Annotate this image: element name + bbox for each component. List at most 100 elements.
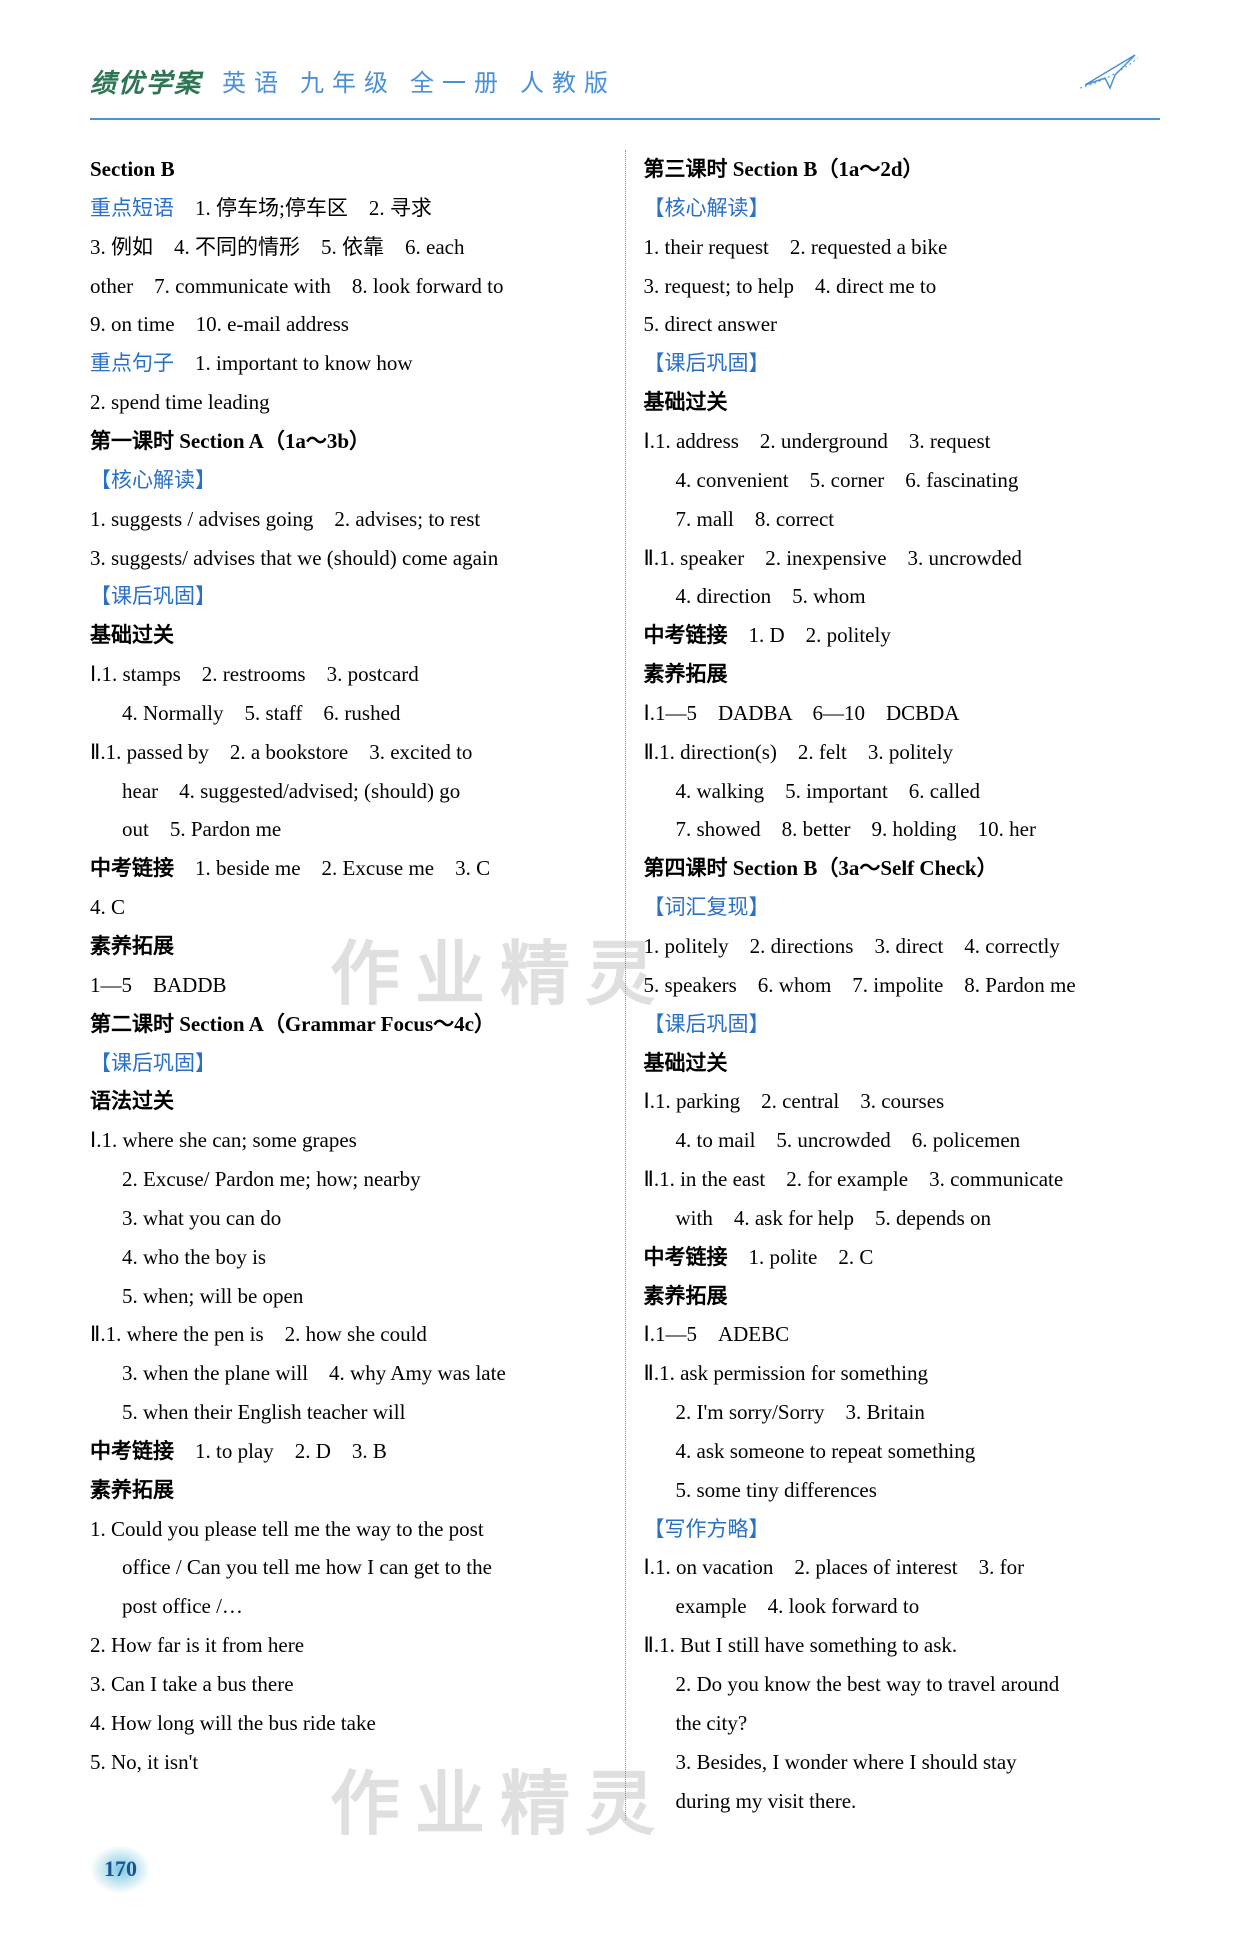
content-text: 1. important to know how: [174, 351, 413, 375]
text-line: 中考链接 1. beside me 2. Excuse me 3. C: [90, 849, 607, 888]
text-line: Ⅱ.1. in the east 2. for example 3. commu…: [644, 1160, 1161, 1199]
text-line: 2. How far is it from here: [90, 1626, 607, 1665]
text-line: Ⅰ.1—5 ADEBC: [644, 1315, 1161, 1354]
text-line: 4. How long will the bus ride take: [90, 1704, 607, 1743]
text-line: the city?: [644, 1704, 1161, 1743]
section-b-heading: Section B: [90, 157, 175, 181]
lesson-2-title: 第二课时 Section A（Grammar Focus～4c）: [90, 1005, 607, 1044]
text-line: 重点句子 1. important to know how: [90, 344, 607, 383]
text-line: 中考链接 1. to play 2. D 3. B: [90, 1432, 607, 1471]
text-line: 7. mall 8. correct: [644, 500, 1161, 539]
basics-heading: 基础过关: [644, 1044, 1161, 1083]
paper-plane-icon: [1080, 50, 1140, 103]
text-line: out 5. Pardon me: [90, 810, 607, 849]
text-line: 5. when; will be open: [90, 1277, 607, 1316]
text-line: 4. to mail 5. uncrowded 6. policemen: [644, 1121, 1161, 1160]
literacy-ext-heading: 素养拓展: [90, 927, 607, 966]
after-class-heading: 【课后巩固】: [644, 1005, 1161, 1044]
exam-link-label: 中考链接: [90, 1439, 174, 1463]
text-line: 4. ask someone to repeat something: [644, 1432, 1161, 1471]
text-line: Ⅰ.1. stamps 2. restrooms 3. postcard: [90, 655, 607, 694]
text-line: 2. Excuse/ Pardon me; how; nearby: [90, 1160, 607, 1199]
text-line: 7. showed 8. better 9. holding 10. her: [644, 810, 1161, 849]
text-line: 3. what you can do: [90, 1199, 607, 1238]
basics-heading: 基础过关: [644, 383, 1161, 422]
text-line: 中考链接 1. D 2. politely: [644, 616, 1161, 655]
core-reading-heading: 【核心解读】: [644, 189, 1161, 228]
text-line: 1. politely 2. directions 3. direct 4. c…: [644, 927, 1161, 966]
text-line: Ⅱ.1. passed by 2. a bookstore 3. excited…: [90, 733, 607, 772]
literacy-ext-heading: 素养拓展: [644, 655, 1161, 694]
grammar-heading: 语法过关: [90, 1082, 607, 1121]
text-line: 1. their request 2. requested a bike: [644, 228, 1161, 267]
exam-link-label: 中考链接: [644, 623, 728, 647]
content-columns: Section B 重点短语 1. 停车场;停车区 2. 寻求 3. 例如 4.…: [90, 150, 1160, 1820]
after-class-heading: 【课后巩固】: [90, 577, 607, 616]
text-line: 3. Can I take a bus there: [90, 1665, 607, 1704]
literacy-ext-heading: 素养拓展: [644, 1277, 1161, 1316]
lesson-3-title: 第三课时 Section B（1a～2d）: [644, 150, 1161, 189]
header-logo: 绩优学案: [90, 60, 202, 108]
text-line: Ⅱ.1. speaker 2. inexpensive 3. uncrowded: [644, 539, 1161, 578]
text-line: 5. some tiny differences: [644, 1471, 1161, 1510]
text-line: Ⅱ.1. ask permission for something: [644, 1354, 1161, 1393]
page-number: 170: [90, 1845, 151, 1894]
text-line: office / Can you tell me how I can get t…: [90, 1548, 607, 1587]
content-text: 1. polite 2. C: [728, 1245, 874, 1269]
text-line: 4. direction 5. whom: [644, 577, 1161, 616]
right-column: 第三课时 Section B（1a～2d） 【核心解读】 1. their re…: [626, 150, 1161, 1820]
text-line: 4. who the boy is: [90, 1238, 607, 1277]
text-line: Ⅱ.1. But I still have something to ask.: [644, 1626, 1161, 1665]
text-line: 4. C: [90, 888, 607, 927]
after-class-heading: 【课后巩固】: [90, 1044, 607, 1083]
text-line: 4. walking 5. important 6. called: [644, 772, 1161, 811]
lesson-1-title: 第一课时 Section A（1a～3b）: [90, 422, 607, 461]
text-line: 3. Besides, I wonder where I should stay: [644, 1743, 1161, 1782]
text-line: Ⅱ.1. where the pen is 2. how she could: [90, 1315, 607, 1354]
text-line: 1. suggests / advises going 2. advises; …: [90, 500, 607, 539]
text-line: Ⅱ.1. direction(s) 2. felt 3. politely: [644, 733, 1161, 772]
page-container: 绩优学案 英语 九年级 全一册 人教版 作业精灵 作业精灵 Section B …: [90, 60, 1160, 1894]
text-line: 2. I'm sorry/Sorry 3. Britain: [644, 1393, 1161, 1432]
text-line: 3. request; to help 4. direct me to: [644, 267, 1161, 306]
text-line: 4. convenient 5. corner 6. fascinating: [644, 461, 1161, 500]
page-header: 绩优学案 英语 九年级 全一册 人教版: [90, 60, 1160, 120]
text-line: post office /…: [90, 1587, 607, 1626]
exam-link-label: 中考链接: [90, 856, 174, 880]
left-column: Section B 重点短语 1. 停车场;停车区 2. 寻求 3. 例如 4.…: [90, 150, 626, 1820]
text-line: 1. Could you please tell me the way to t…: [90, 1510, 607, 1549]
text-line: hear 4. suggested/advised; (should) go: [90, 772, 607, 811]
key-sentences-label: 重点句子: [90, 351, 174, 375]
text-line: Ⅰ.1—5 DADBA 6—10 DCBDA: [644, 694, 1161, 733]
key-phrases-label: 重点短语: [90, 196, 174, 220]
text-line: 重点短语 1. 停车场;停车区 2. 寻求: [90, 189, 607, 228]
text-line: 3. when the plane will 4. why Amy was la…: [90, 1354, 607, 1393]
text-line: Ⅰ.1. parking 2. central 3. courses: [644, 1082, 1161, 1121]
text-line: 5. No, it isn't: [90, 1743, 607, 1782]
text-line: 3. suggests/ advises that we (should) co…: [90, 539, 607, 578]
text-line: Section B: [90, 150, 607, 189]
text-line: 5. when their English teacher will: [90, 1393, 607, 1432]
core-reading-heading: 【核心解读】: [90, 461, 607, 500]
text-line: 1—5 BADDB: [90, 966, 607, 1005]
text-line: 4. Normally 5. staff 6. rushed: [90, 694, 607, 733]
content-text: 1. 停车场;停车区 2. 寻求: [174, 196, 432, 220]
text-line: 3. 例如 4. 不同的情形 5. 依靠 6. each: [90, 228, 607, 267]
exam-link-label: 中考链接: [644, 1245, 728, 1269]
text-line: Ⅰ.1. address 2. underground 3. request: [644, 422, 1161, 461]
after-class-heading: 【课后巩固】: [644, 344, 1161, 383]
text-line: example 4. look forward to: [644, 1587, 1161, 1626]
text-line: with 4. ask for help 5. depends on: [644, 1199, 1161, 1238]
text-line: 2. Do you know the best way to travel ar…: [644, 1665, 1161, 1704]
literacy-ext-heading: 素养拓展: [90, 1471, 607, 1510]
writing-strategy-heading: 【写作方略】: [644, 1510, 1161, 1549]
text-line: Ⅰ.1. on vacation 2. places of interest 3…: [644, 1548, 1161, 1587]
content-text: 1. D 2. politely: [728, 623, 891, 647]
lesson-4-title: 第四课时 Section B（3a～Self Check）: [644, 849, 1161, 888]
text-line: other 7. communicate with 8. look forwar…: [90, 267, 607, 306]
content-text: 1. beside me 2. Excuse me 3. C: [174, 856, 490, 880]
text-line: 5. speakers 6. whom 7. impolite 8. Pardo…: [644, 966, 1161, 1005]
content-text: 1. to play 2. D 3. B: [174, 1439, 387, 1463]
text-line: 中考链接 1. polite 2. C: [644, 1238, 1161, 1277]
basics-heading: 基础过关: [90, 616, 607, 655]
